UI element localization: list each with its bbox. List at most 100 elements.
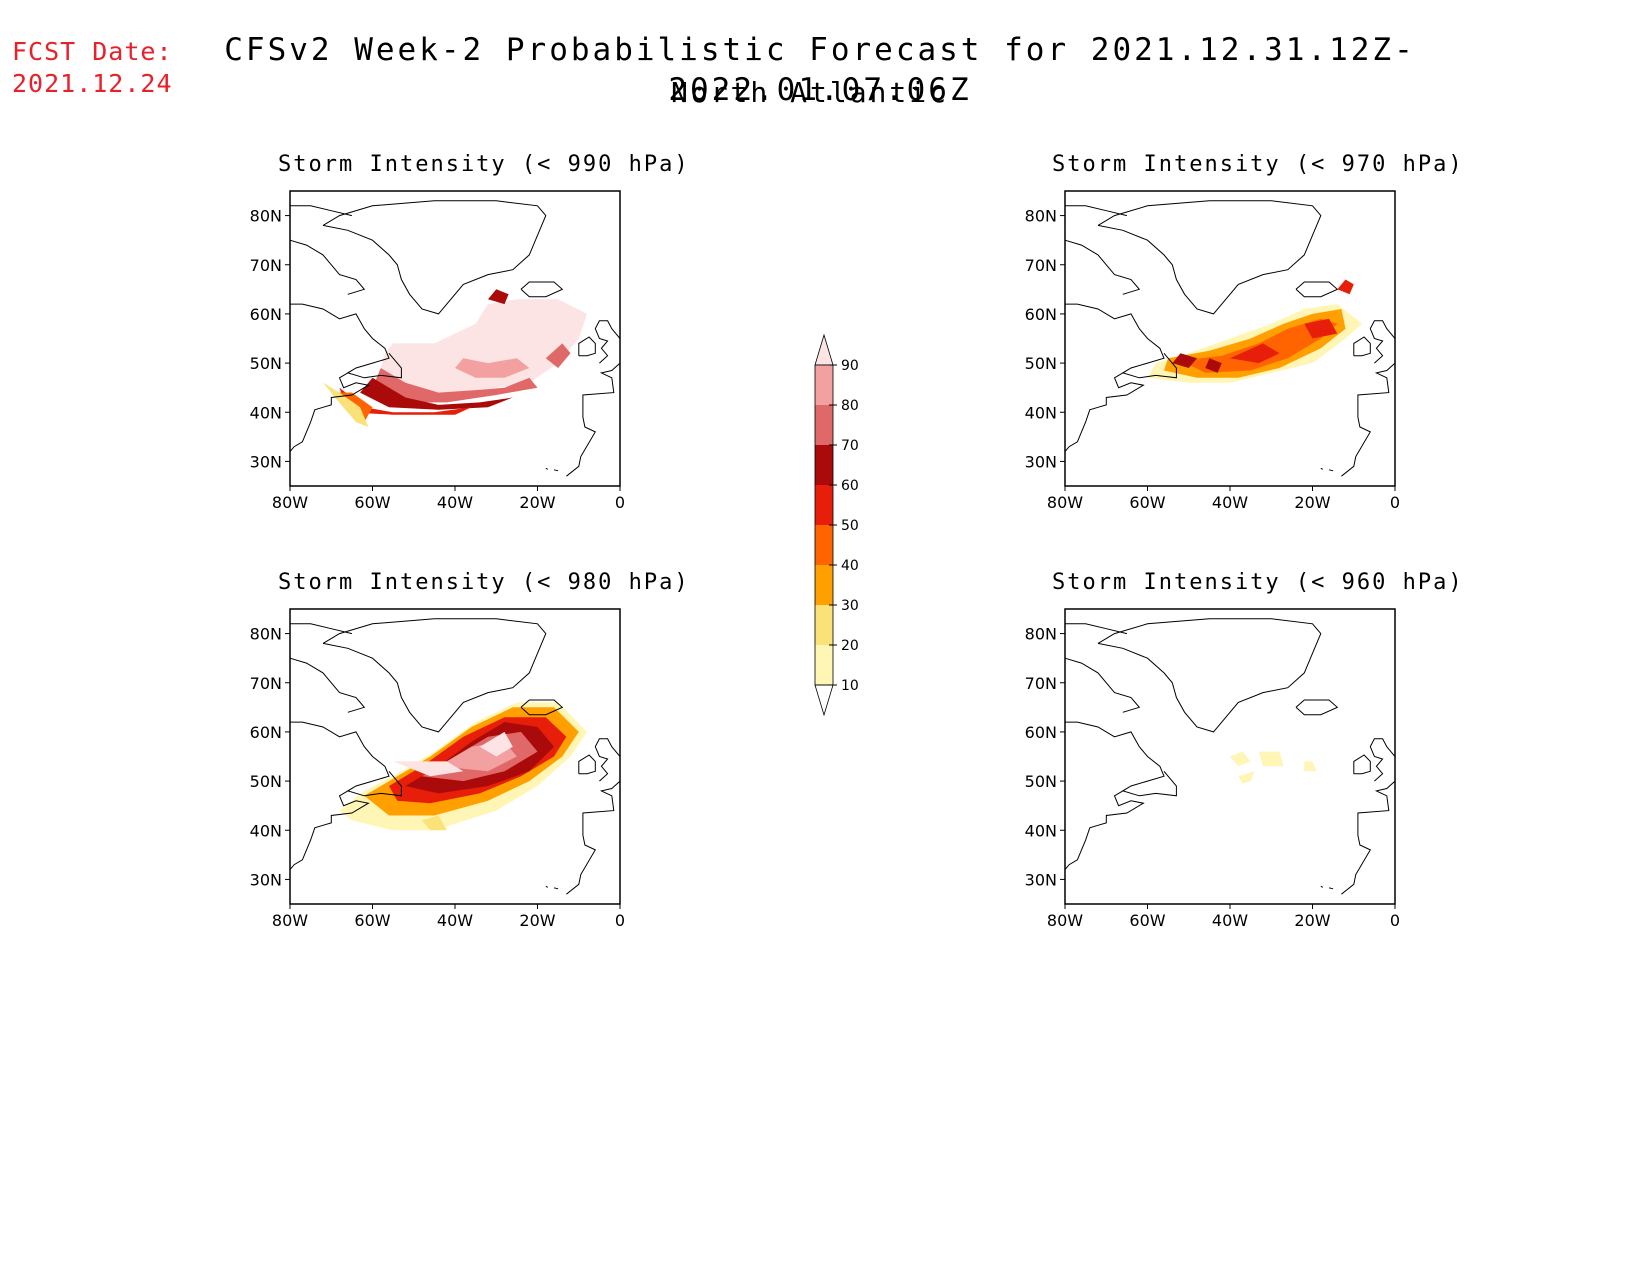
legend-swatch: [815, 645, 833, 685]
lat-tick-label: 40N: [1025, 403, 1057, 422]
lon-tick-label: 40W: [437, 493, 473, 512]
probability-region: [360, 377, 513, 410]
coastline: [566, 362, 621, 477]
probability-region: [545, 343, 571, 368]
legend-swatch: [815, 405, 833, 445]
legend-swatch: [815, 525, 833, 565]
lat-tick-label: 60N: [1025, 305, 1057, 324]
coastline: [1097, 618, 1322, 733]
lon-tick-label: 40W: [1212, 493, 1248, 512]
lon-tick-label: 40W: [437, 911, 473, 930]
lon-tick-label: 20W: [1294, 911, 1330, 930]
legend-swatch: [815, 445, 833, 485]
map-panel-960: 80N 70N 60N 50N 40N 30N 80W 60W 40W 20W 0: [1025, 608, 1400, 930]
probability-region: [393, 761, 464, 777]
probability-region: [1258, 751, 1284, 767]
map-panel-980: 80N 70N 60N 50N 40N 30N 80W 60W 40W 20W 0: [250, 608, 625, 930]
coastline: [1065, 205, 1128, 217]
probability-region: [372, 368, 538, 403]
lon-tick-label: 0: [1390, 911, 1400, 930]
forecast-date-value: 2021.12.24: [12, 69, 173, 98]
coastline: [520, 281, 564, 298]
coastline: [322, 200, 547, 315]
lon-tick-label: 60W: [1129, 911, 1165, 930]
probability-contours: [1147, 279, 1362, 383]
panel-title-990: Storm Intensity (< 990 hPa): [278, 152, 690, 177]
lon-tick-label: 80W: [272, 493, 308, 512]
coastline: [545, 467, 549, 470]
probability-contours: [1230, 751, 1317, 784]
probability-region: [380, 299, 587, 393]
color-legend: 90 80 70 60 50 40 30 20 10: [814, 333, 859, 717]
legend-label: 50: [841, 518, 859, 534]
lat-tick-label: 30N: [1025, 870, 1057, 889]
panel-title-970: Storm Intensity (< 970 hPa): [1052, 152, 1464, 177]
coastline: [578, 336, 596, 357]
probability-region: [479, 731, 513, 757]
lon-tick-label: 0: [615, 911, 625, 930]
coastline: [1065, 623, 1128, 635]
coastline: [553, 469, 559, 472]
coastline: [1064, 790, 1145, 870]
coastline: [1064, 239, 1141, 295]
lat-tick-label: 70N: [1025, 674, 1057, 693]
lon-tick-label: 60W: [1129, 493, 1165, 512]
probability-region: [422, 815, 447, 831]
probability-region: [1337, 279, 1354, 295]
lon-tick-label: 20W: [519, 911, 555, 930]
lon-tick-label: 20W: [519, 493, 555, 512]
legend-swatch: [815, 565, 833, 605]
legend-swatch: [815, 365, 833, 405]
lon-tick-label: 40W: [1212, 911, 1248, 930]
lat-tick-label: 40N: [250, 821, 282, 840]
coastline: [1097, 200, 1322, 315]
lat-tick-label: 50N: [1025, 772, 1057, 791]
lat-tick-label: 80N: [250, 207, 282, 226]
coastline: [1320, 467, 1324, 470]
coastline: [290, 205, 353, 217]
page-title: CFSv2 Week-2 Probabilistic Forecast for …: [224, 32, 1416, 108]
lat-tick-label: 70N: [250, 256, 282, 275]
legend-top-triangle: [814, 333, 834, 366]
coastline: [1065, 303, 1177, 379]
lat-tick-label: 30N: [250, 452, 282, 471]
lat-tick-label: 60N: [1025, 723, 1057, 742]
lat-tick-label: 80N: [250, 625, 282, 644]
probability-region: [1230, 343, 1280, 364]
forecast-date-label: FCST Date:: [12, 37, 173, 66]
coastline: [289, 239, 366, 295]
lat-tick-label: 40N: [1025, 821, 1057, 840]
legend-label: 10: [841, 678, 859, 694]
probability-region: [455, 358, 530, 378]
legend-label: 40: [841, 558, 859, 574]
legend-label: 70: [841, 438, 859, 454]
coastline: [1353, 336, 1371, 357]
legend-label: 20: [841, 638, 859, 654]
coastline: [1064, 657, 1141, 713]
coastline: [289, 657, 366, 713]
probability-region: [1238, 771, 1255, 784]
coastline: [322, 618, 547, 733]
probability-region: [323, 382, 369, 427]
lat-tick-label: 50N: [250, 772, 282, 791]
coastline: [1064, 372, 1145, 452]
panel-title-960: Storm Intensity (< 960 hPa): [1052, 570, 1464, 595]
coastlines: [1064, 618, 1396, 895]
lat-tick-label: 30N: [1025, 452, 1057, 471]
lon-tick-label: 20W: [1294, 493, 1330, 512]
legend-label: 60: [841, 478, 859, 494]
coastline: [290, 721, 402, 797]
lon-tick-label: 60W: [354, 493, 390, 512]
coastline: [520, 699, 564, 716]
coastline: [289, 372, 370, 452]
region-subtitle: North Atlantic: [670, 76, 949, 109]
coastlines: [289, 618, 621, 895]
coastline: [1341, 780, 1396, 895]
coastline: [545, 885, 549, 888]
probability-region: [1172, 353, 1197, 368]
coastline: [1353, 754, 1371, 775]
lat-tick-label: 40N: [250, 403, 282, 422]
lon-tick-label: 80W: [272, 911, 308, 930]
lat-tick-label: 80N: [1025, 625, 1057, 644]
legend-swatch: [815, 605, 833, 645]
